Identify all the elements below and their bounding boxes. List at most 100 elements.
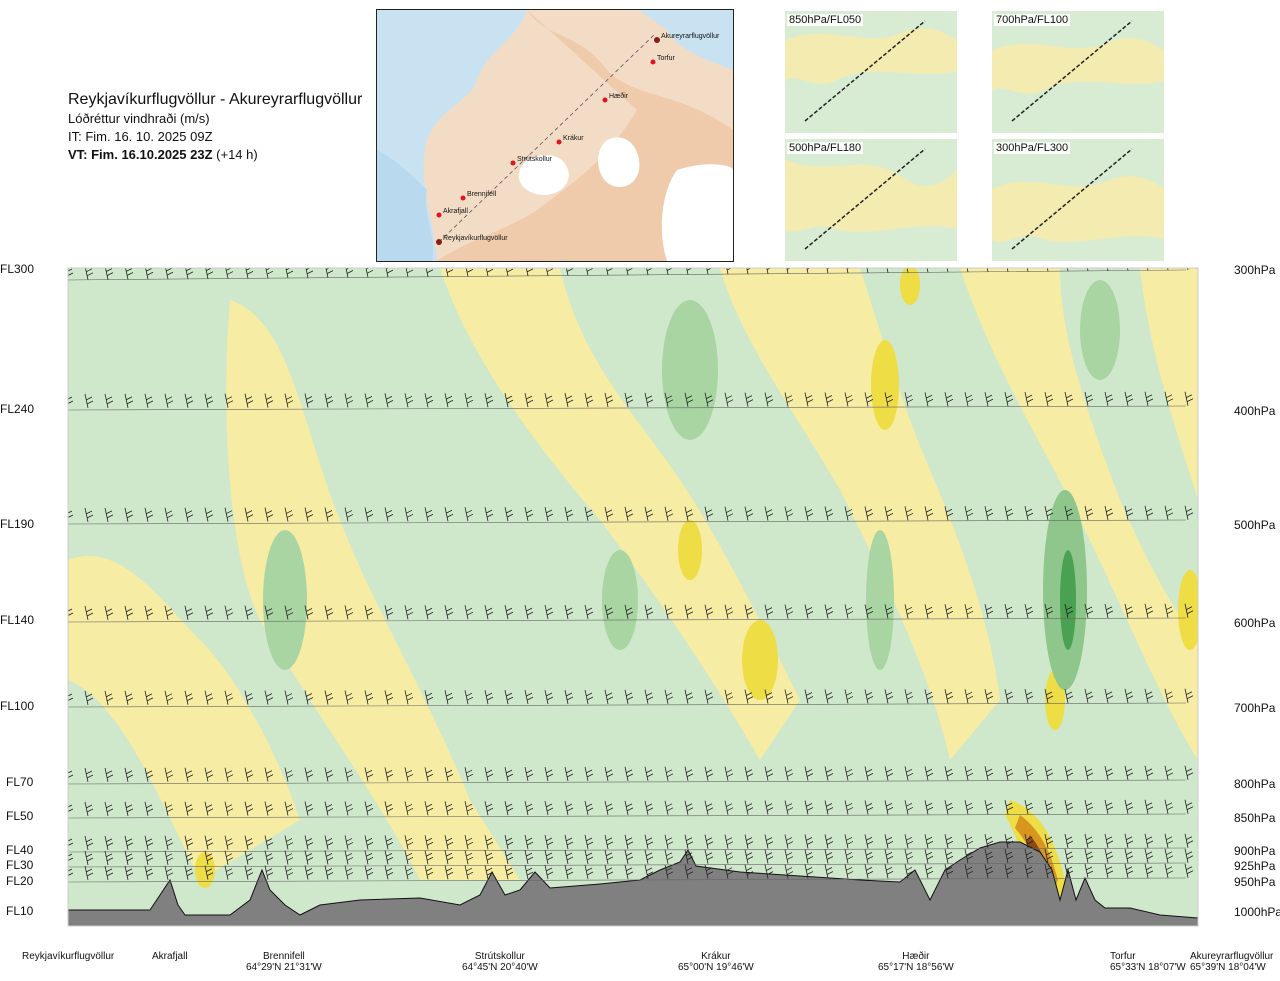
wind-barb [144, 690, 154, 705]
chart-header: Reykjavíkurflugvöllur - Akureyrarflugvöl… [68, 90, 362, 164]
wind-barb [164, 690, 174, 705]
wind-barb [604, 849, 614, 865]
wind-barb [444, 801, 454, 816]
wind-barb [1184, 833, 1194, 848]
wind-barb [104, 850, 114, 866]
wind-barb [784, 506, 794, 521]
station-name: Akrafjall [152, 951, 188, 962]
wind-barb [504, 767, 514, 782]
wind-barb [904, 392, 914, 407]
fl-label-140: FL140 [0, 613, 35, 627]
wind-barb [544, 864, 554, 880]
wind-barb [664, 689, 674, 704]
wind-barb [164, 767, 174, 782]
wind-barb [484, 767, 494, 782]
wind-barb [104, 690, 114, 706]
wind-barb [184, 835, 194, 850]
wind-barb [744, 849, 754, 864]
wind-barb [304, 507, 314, 522]
wind-barb [485, 268, 494, 277]
wind-barb [946, 268, 949, 273]
wind-barb [104, 865, 114, 881]
wind-barb [384, 801, 394, 816]
wind-barb [984, 864, 994, 879]
wind-barb [264, 393, 274, 408]
wind-barb [384, 690, 394, 705]
map-station-marker [556, 139, 562, 145]
hpa-label-500: 500hPa [1234, 518, 1276, 532]
wind-barb [1044, 848, 1054, 864]
wind-barb [584, 392, 594, 408]
wind-barb [84, 605, 94, 621]
wind-barb [624, 392, 634, 407]
wind-barb [1144, 505, 1154, 520]
wind-barb [564, 689, 574, 705]
wind-barb [544, 800, 554, 816]
station-name: Hæðir [902, 951, 930, 962]
wind-barb [1124, 799, 1134, 814]
wind-barb [784, 849, 794, 864]
wind-barb [844, 834, 854, 849]
hpa-label-900: 900hPa [1234, 844, 1276, 858]
wind-barb [204, 507, 214, 522]
fl-label-10: FL10 [6, 904, 34, 918]
wind-barb [344, 605, 354, 620]
wind-barb [464, 605, 474, 620]
wind-barb [1084, 833, 1094, 849]
chart-title: Reykjavíkurflugvöllur - Akureyrarflugvöl… [68, 91, 363, 108]
wind-barb [204, 850, 214, 865]
wind-barb [724, 800, 734, 815]
wind-barb [1024, 833, 1034, 849]
wind-barb [904, 604, 914, 619]
wind-barb [864, 849, 874, 864]
wind-barb [1164, 505, 1174, 520]
wind-barb [484, 801, 494, 816]
wind-barb [964, 864, 974, 879]
wind-barb [924, 604, 934, 619]
wind-barb [784, 864, 794, 879]
wind-barb [304, 393, 314, 408]
wind-barbs [68, 268, 1194, 883]
wind-barb [68, 838, 74, 850]
wind-barb [184, 850, 194, 865]
wind-barb [144, 507, 154, 522]
wind-barb [144, 767, 154, 782]
wind-barb [984, 689, 994, 704]
wind-barb [864, 392, 874, 407]
wind-barb [624, 506, 634, 521]
wind-barb [944, 800, 954, 815]
wind-barb [84, 850, 94, 866]
wind-barb [1044, 505, 1054, 521]
wind-barb [664, 849, 674, 864]
wind-barb [804, 766, 814, 781]
thumb-700-label: 700hPa/FL100 [994, 14, 1071, 26]
wind-barb [1004, 506, 1014, 521]
wind-barb [1144, 863, 1154, 878]
wind-barb [1024, 688, 1034, 704]
wind-barb [624, 800, 634, 815]
wind-barb [544, 392, 554, 408]
wind-barb [904, 766, 914, 781]
fl-label-50: FL50 [6, 809, 34, 823]
wind-barb [1104, 603, 1114, 619]
wind-barb [884, 392, 894, 407]
fl-label-20: FL20 [6, 874, 34, 888]
wind-barb [624, 604, 634, 619]
wind-barb [524, 766, 534, 782]
wind-barb [1084, 505, 1094, 521]
station-torfur: Torfur 65°33'N 18°07'W [1110, 951, 1186, 973]
wind-barb [1066, 268, 1069, 272]
wind-barb [924, 392, 934, 407]
wind-barb [1064, 765, 1074, 781]
wind-barb [304, 767, 314, 782]
wind-barb [125, 268, 134, 280]
wind-barb [384, 767, 394, 782]
wind-barb [444, 605, 454, 620]
station-name: Brennifell [263, 951, 305, 962]
wind-barb [906, 268, 909, 273]
wind-barb [1144, 391, 1154, 406]
wind-barb [544, 766, 554, 782]
wind-barb [484, 850, 494, 865]
wind-barb [68, 510, 74, 522]
